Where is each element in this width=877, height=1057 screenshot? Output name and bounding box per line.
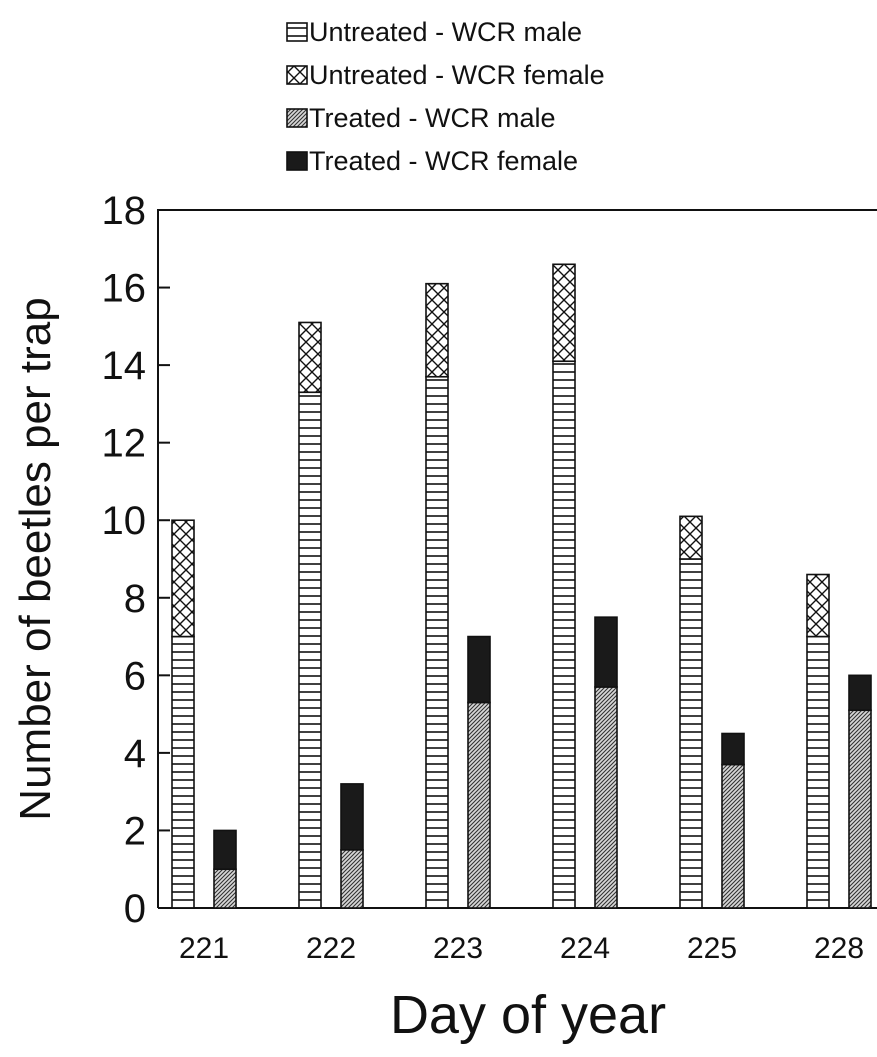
bars: [171, 263, 872, 909]
legend: Untreated - WCR male Untreated - WCR fema…: [286, 17, 605, 176]
y-tick-label: 2: [124, 809, 146, 853]
legend-entry: Treated - WCR male: [309, 103, 556, 133]
bar-treated-wcr-female-222: [340, 783, 364, 851]
bar-treated-wcr-female-223: [467, 635, 491, 704]
y-tick-label: 8: [124, 577, 146, 621]
legend-swatch: [286, 151, 308, 171]
legend-swatch: [286, 22, 308, 42]
legend-entry: Treated - WCR female: [309, 146, 578, 176]
bar-untreated-wcr-male-222: [298, 391, 322, 909]
bar-untreated-wcr-male-221: [171, 635, 195, 909]
y-tick-label: 12: [102, 422, 147, 466]
y-tick-label: 0: [124, 887, 146, 931]
bar-untreated-wcr-female-221: [171, 519, 195, 638]
bar-untreated-wcr-male-223: [425, 375, 449, 909]
bar-treated-wcr-male-221: [213, 868, 237, 909]
x-tick-label: 225: [687, 932, 737, 965]
bar-untreated-wcr-female-225: [679, 515, 703, 560]
bar-treated-wcr-male-224: [594, 686, 618, 909]
x-tick-label: 222: [306, 932, 356, 965]
legend-entry: Untreated - WCR female: [309, 60, 605, 90]
x-axis-label: Day of year: [390, 985, 666, 1045]
bar-untreated-wcr-male-225: [679, 558, 703, 909]
y-tick-label: 18: [102, 189, 147, 233]
bar-treated-wcr-female-224: [594, 616, 618, 688]
y-axis-label: Number of beetles per trap: [11, 297, 60, 820]
y-tick-label: 10: [102, 499, 147, 543]
legend-entry: Untreated - WCR male: [309, 17, 582, 47]
y-tick-label: 4: [124, 732, 146, 776]
y-ticks: 0 2 4 6 8 10 12 14 16 18: [102, 189, 170, 931]
legend-swatch: [286, 65, 308, 85]
x-ticks: 221 222 223 224 225 228: [179, 932, 864, 965]
bar-treated-wcr-female-221: [213, 829, 237, 871]
bar-treated-wcr-male-225: [721, 763, 745, 909]
y-tick-label: 6: [124, 654, 146, 698]
bar-treated-wcr-female-228: [848, 674, 872, 712]
y-tick-label: 16: [102, 267, 147, 311]
x-tick-label: 221: [179, 932, 229, 965]
bar-untreated-wcr-female-223: [425, 282, 449, 378]
bar-treated-wcr-male-222: [340, 849, 364, 909]
bar-treated-wcr-female-225: [721, 732, 745, 766]
axes: [157, 209, 877, 909]
x-tick-label: 228: [814, 932, 864, 965]
bar-untreated-wcr-female-224: [552, 263, 576, 363]
bar-treated-wcr-male-223: [467, 701, 491, 909]
bar-untreated-wcr-male-228: [806, 635, 830, 909]
x-tick-label: 223: [433, 932, 483, 965]
y-tick-label: 14: [102, 344, 147, 388]
plot-frame: [157, 209, 877, 908]
bar-untreated-wcr-female-228: [806, 573, 830, 638]
legend-swatch: [286, 108, 308, 128]
bar-untreated-wcr-male-224: [552, 360, 576, 909]
bar-untreated-wcr-female-222: [298, 321, 322, 394]
x-tick-label: 224: [560, 932, 610, 965]
bar-treated-wcr-male-228: [848, 709, 872, 909]
